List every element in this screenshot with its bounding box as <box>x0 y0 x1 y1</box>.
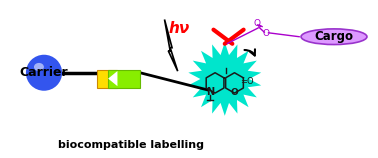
Text: hν: hν <box>169 21 190 36</box>
Text: biocompatible labelling: biocompatible labelling <box>57 140 204 150</box>
Text: O: O <box>231 88 239 97</box>
Text: Cargo: Cargo <box>314 30 353 43</box>
Text: Carrier: Carrier <box>20 66 68 79</box>
Text: N: N <box>206 87 214 97</box>
Ellipse shape <box>301 29 367 45</box>
Polygon shape <box>188 42 261 116</box>
FancyBboxPatch shape <box>108 70 140 88</box>
Text: O: O <box>253 19 260 28</box>
Text: =O: =O <box>240 77 254 86</box>
Text: O: O <box>263 29 270 38</box>
Polygon shape <box>108 71 118 86</box>
Ellipse shape <box>26 55 62 91</box>
FancyBboxPatch shape <box>97 70 118 88</box>
Ellipse shape <box>34 63 44 71</box>
